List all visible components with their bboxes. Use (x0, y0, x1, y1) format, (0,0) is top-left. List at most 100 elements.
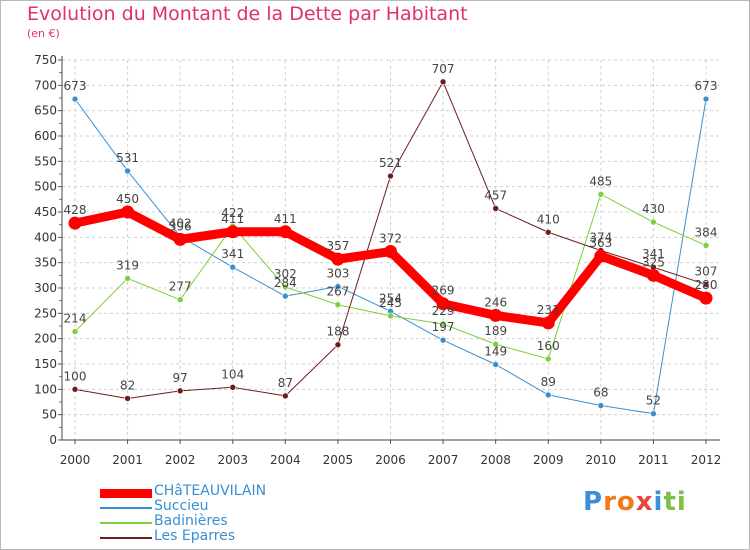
data-point (646, 268, 660, 282)
y-tick-label: 650 (34, 104, 57, 118)
data-point (544, 228, 552, 236)
data-point (334, 283, 342, 290)
data-point (173, 232, 187, 246)
data-label: 457 (484, 188, 507, 202)
data-point (439, 336, 447, 344)
data-point (124, 167, 131, 175)
data-label: 485 (589, 174, 612, 188)
y-tick-label: 500 (34, 180, 57, 194)
data-point (489, 308, 503, 322)
y-tick-label: 150 (34, 357, 57, 371)
data-point (492, 361, 499, 368)
data-point (439, 320, 447, 328)
y-tick-label: 400 (34, 230, 57, 244)
legend-swatch (100, 522, 152, 524)
data-point (597, 190, 605, 198)
data-label: 396 (169, 219, 192, 233)
data-label: 189 (484, 324, 507, 338)
x-tick-label: 2001 (112, 453, 143, 467)
logo-letter: P (583, 487, 604, 517)
data-label: 357 (326, 239, 349, 253)
y-tick-label: 250 (34, 306, 57, 320)
data-label: 384 (695, 225, 718, 239)
data-point (334, 341, 342, 349)
legend-swatch (100, 489, 152, 498)
data-label: 341 (221, 247, 244, 261)
data-point (71, 386, 79, 393)
y-tick-label: 200 (34, 332, 57, 346)
data-label: 284 (274, 276, 297, 290)
data-label: 341 (642, 247, 665, 261)
data-point (387, 172, 394, 180)
data-point (387, 312, 394, 320)
logo-letter: x (635, 487, 654, 517)
data-label: 374 (589, 231, 612, 245)
y-tick-label: 100 (34, 382, 57, 396)
data-label: 267 (326, 285, 349, 299)
x-tick-label: 2003 (217, 453, 248, 467)
logo-letter: i (653, 487, 664, 517)
data-label: 89 (541, 375, 556, 389)
x-tick-label: 2002 (165, 453, 196, 467)
data-label: 68 (593, 386, 608, 400)
data-label: 372 (379, 232, 402, 246)
data-point (544, 355, 552, 363)
x-tick-label: 2010 (586, 453, 617, 467)
legend-label: Badinières (154, 513, 228, 529)
logo-letter: t (663, 487, 677, 517)
data-label: 245 (379, 296, 402, 310)
data-label: 160 (537, 339, 560, 353)
data-label: 52 (646, 394, 661, 408)
x-tick-label: 2005 (323, 453, 354, 467)
data-point (702, 242, 710, 249)
data-label: 411 (221, 212, 244, 226)
data-label: 231 (537, 303, 560, 317)
data-point (282, 283, 289, 291)
data-point (229, 384, 237, 391)
data-point (702, 95, 710, 103)
data-label: 254 (379, 291, 402, 305)
data-label: 531 (116, 151, 139, 165)
data-label: 97 (173, 371, 188, 385)
data-point (492, 205, 499, 212)
data-label: 363 (589, 236, 612, 250)
data-point (124, 395, 131, 402)
data-point (71, 95, 79, 103)
data-label: 188 (326, 325, 349, 339)
data-label: 104 (221, 367, 244, 381)
data-label: 87 (278, 376, 293, 390)
data-point (121, 205, 135, 219)
data-label: 229 (432, 304, 455, 318)
data-point (71, 328, 79, 335)
y-tick-label: 0 (49, 433, 57, 447)
data-label: 214 (64, 312, 87, 326)
data-point (282, 292, 289, 300)
data-label: 673 (695, 79, 718, 93)
chart-subtitle: (en €) (27, 27, 60, 40)
chart-title: Evolution du Montant de la Dette par Hab… (27, 3, 468, 25)
data-point (541, 316, 555, 330)
data-label: 411 (274, 212, 297, 226)
x-tick-label: 2006 (375, 453, 406, 467)
data-point (594, 249, 608, 263)
data-point (439, 78, 447, 86)
data-label: 325 (642, 255, 665, 269)
x-tick-label: 2009 (533, 453, 564, 467)
logo-letter: r (603, 487, 617, 517)
data-label: 319 (116, 258, 139, 272)
x-tick-label: 2000 (60, 453, 91, 467)
logo-letter: i (676, 487, 687, 517)
y-tick-label: 350 (34, 256, 57, 270)
data-point (650, 218, 657, 226)
x-tick-label: 2011 (638, 453, 669, 467)
logo-letter: o (616, 487, 636, 517)
data-point (492, 340, 499, 348)
legend-label: Les Eparres (154, 528, 236, 544)
x-tick-label: 2012 (691, 453, 722, 467)
data-point (176, 387, 184, 395)
data-point (702, 281, 710, 288)
data-label: 82 (120, 378, 135, 392)
data-point (68, 216, 82, 230)
data-label: 280 (695, 278, 718, 292)
